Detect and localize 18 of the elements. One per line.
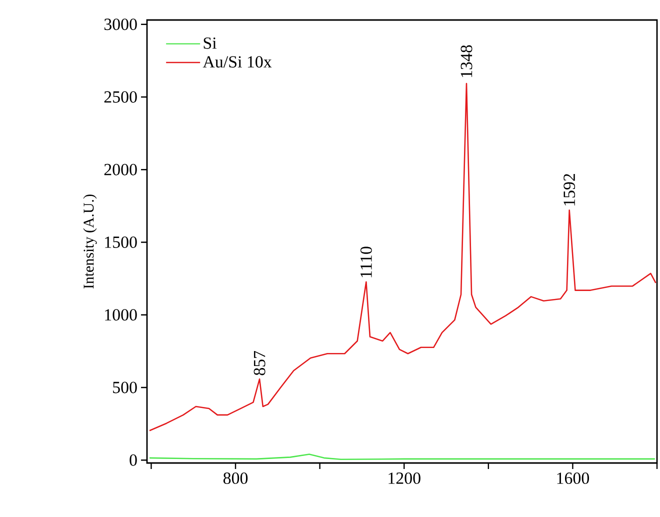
legend-label: Si	[204, 37, 216, 49]
y-axis-title: Intensity (A.U.)	[83, 194, 97, 288]
x-tick-label: 800	[223, 472, 248, 484]
annotation: 1592	[564, 174, 576, 206]
annotation: 1110	[360, 246, 372, 278]
y-tick-label: 500	[113, 382, 137, 394]
x-tick-label: 1200	[388, 472, 420, 484]
annotation: 1348	[460, 45, 472, 78]
y-tick-label: 1500	[105, 236, 137, 248]
line-series	[148, 82, 656, 432]
x-tick-label: 1600	[557, 472, 590, 484]
y-tick-label: 2000	[104, 164, 137, 176]
y-tick-label: 3000	[104, 18, 137, 30]
annotation: 857	[254, 350, 266, 376]
legend-label: Au/Si 10x	[202, 56, 272, 68]
y-tick-label: 2500	[104, 91, 137, 103]
y-tick-label: 0	[130, 454, 137, 466]
y-tick-label: 1000	[105, 309, 137, 321]
